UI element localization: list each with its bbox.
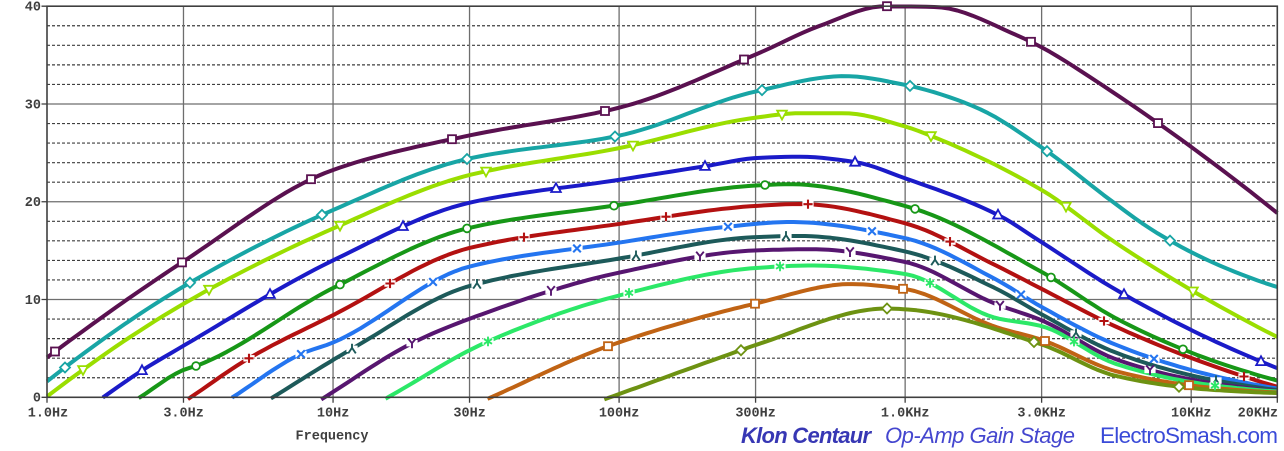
svg-text:30: 30	[25, 98, 41, 113]
svg-text:1.0Hz: 1.0Hz	[28, 407, 69, 422]
svg-text:3.0Hz: 3.0Hz	[163, 407, 204, 422]
svg-text:10KHz: 10KHz	[1171, 407, 1212, 422]
svg-text:Frequency: Frequency	[296, 430, 369, 445]
svg-text:1.0KHz: 1.0KHz	[881, 407, 930, 422]
svg-text:20KHz: 20KHz	[1238, 407, 1279, 422]
svg-text:3.0KHz: 3.0KHz	[1017, 407, 1066, 422]
svg-text:0: 0	[33, 392, 41, 407]
svg-text:10Hz: 10Hz	[317, 407, 349, 422]
svg-text:ElectroSmash.com: ElectroSmash.com	[1100, 423, 1278, 448]
svg-text:Op-Amp Gain Stage: Op-Amp Gain Stage	[885, 423, 1075, 448]
svg-text:100Hz: 100Hz	[599, 407, 640, 422]
svg-text:300Hz: 300Hz	[735, 407, 776, 422]
svg-text:10: 10	[25, 294, 41, 309]
svg-text:40: 40	[25, 1, 41, 16]
svg-text:Klon Centaur: Klon Centaur	[741, 423, 872, 448]
svg-text:30Hz: 30Hz	[453, 407, 485, 422]
svg-text:20: 20	[25, 196, 41, 211]
